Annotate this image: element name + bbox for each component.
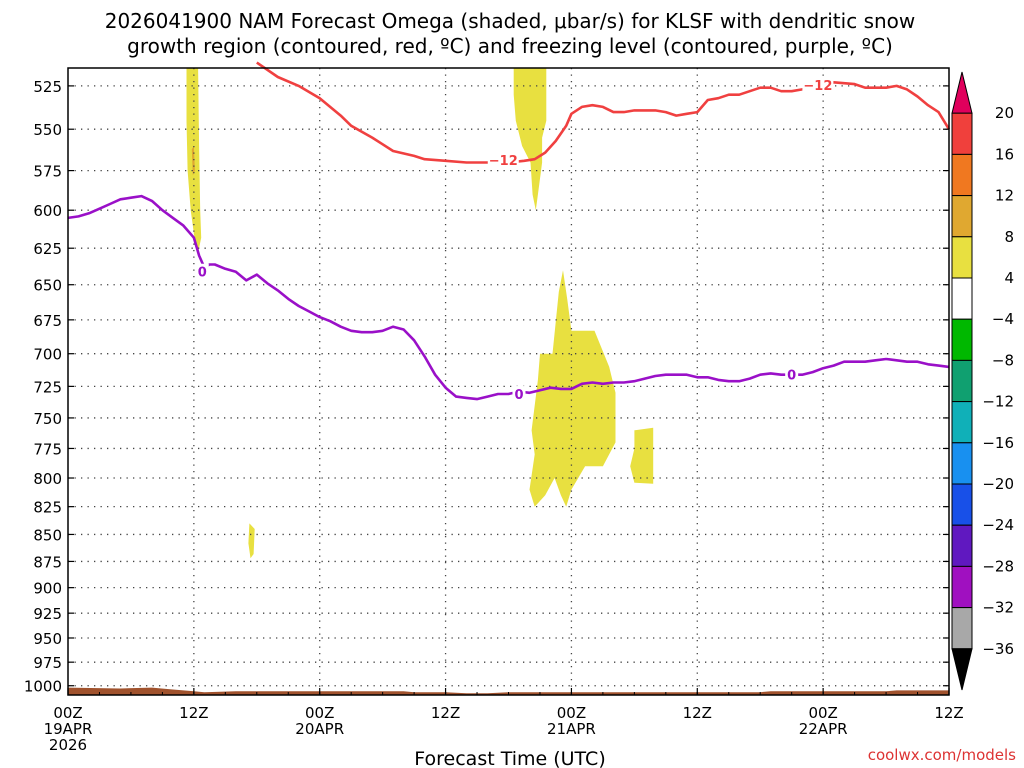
omega-shading <box>186 68 654 559</box>
contour-label: −12 <box>489 154 518 169</box>
contour-label-bg <box>487 152 519 168</box>
y-tick-label: 575 <box>33 163 62 181</box>
x-tick-label: 19APR <box>44 720 93 738</box>
x-tick-label: 00Z <box>305 704 334 722</box>
colorbar-label: −28 <box>982 557 1014 575</box>
x-tick-label: 22APR <box>799 720 848 738</box>
y-tick-label: 775 <box>33 440 62 458</box>
x-tick-label: 00Z <box>53 704 82 722</box>
chart-title-line1: 2026041900 NAM Forecast Omega (shaded, μ… <box>105 9 916 33</box>
x-tick-label: 2026 <box>49 736 87 754</box>
contour-line <box>256 61 951 164</box>
y-tick-label: 700 <box>33 346 62 364</box>
colorbar-label: −4 <box>992 310 1014 328</box>
colorbar-swatch <box>951 71 973 114</box>
x-tick-label: 12Z <box>179 704 208 722</box>
y-tick-label: 625 <box>33 240 62 258</box>
contour-label: 0 <box>198 266 207 281</box>
colorbar-label: 12 <box>995 187 1014 205</box>
colorbar-swatch <box>951 607 973 650</box>
colorbar-label: 8 <box>1004 228 1014 246</box>
y-tick-label: 825 <box>33 499 62 517</box>
colorbar: 20 16 12 8 4 −4 −8 −12 −16 −20 −24 −28 −32 −36 <box>951 71 1014 691</box>
colorbar-swatch <box>951 565 973 609</box>
contour-label-bg <box>512 386 526 402</box>
y-tick-label: 900 <box>33 580 62 598</box>
omega-region <box>630 427 654 484</box>
y-tick-label: 675 <box>33 312 62 330</box>
y-tick-label: 800 <box>33 470 62 488</box>
colorbar-swatch <box>951 648 973 691</box>
chart-title-line2: growth region (contoured, red, ºC) and f… <box>127 34 893 58</box>
colorbar-swatch <box>951 277 973 320</box>
colorbar-swatch <box>951 524 973 567</box>
colorbar-label: −36 <box>982 640 1014 658</box>
colorbar-swatch <box>951 195 973 238</box>
colorbar-label: −12 <box>982 393 1014 411</box>
x-axis-label: Forecast Time (UTC) <box>414 748 605 768</box>
colorbar-swatch <box>951 483 973 526</box>
contour-label-bg <box>195 263 209 279</box>
colorbar-label: 4 <box>1004 269 1014 287</box>
grid-lines <box>68 68 949 695</box>
y-tick-label: 850 <box>33 526 62 544</box>
x-tick-label: 00Z <box>557 704 586 722</box>
y-tick-label: 875 <box>33 553 62 571</box>
y-tick-label: 650 <box>33 277 62 295</box>
colorbar-swatch <box>951 359 973 403</box>
y-tick-label: 600 <box>33 202 62 220</box>
x-tick-label: 12Z <box>934 704 963 722</box>
x-tick-label: 12Z <box>683 704 712 722</box>
y-tick-label: 1000 <box>24 678 62 696</box>
contour-label: 0 <box>787 369 796 384</box>
x-tick-label: 12Z <box>431 704 460 722</box>
contour-label: 0 <box>514 388 523 403</box>
colorbar-swatch <box>951 112 973 155</box>
y-tick-label: 525 <box>33 78 62 96</box>
colorbar-label: −24 <box>982 516 1014 534</box>
y-tick-label: 975 <box>33 654 62 672</box>
colorbar-swatch <box>951 153 973 197</box>
x-tick-label: 20APR <box>295 720 344 738</box>
colorbar-swatch <box>951 318 973 361</box>
y-axis: 525 550 575 600 625 650 675 700 725 750 775 800 825 8… <box>24 78 949 696</box>
colorbar-swatch <box>951 236 973 279</box>
y-tick-label: 725 <box>33 378 62 396</box>
colorbar-label: −32 <box>982 599 1014 617</box>
x-tick-label: 21APR <box>547 720 596 738</box>
colorbar-swatch <box>951 401 973 444</box>
y-tick-label: 925 <box>33 605 62 623</box>
y-tick-label: 550 <box>33 121 62 139</box>
contour-label-bg <box>802 77 834 93</box>
omega-region <box>248 523 255 559</box>
colorbar-swatch <box>951 442 973 485</box>
y-tick-label: 750 <box>33 410 62 428</box>
y-tick-label: 950 <box>33 630 62 648</box>
contour-label: −12 <box>803 79 832 94</box>
colorbar-label: −8 <box>992 351 1014 369</box>
contour-label-bg <box>785 366 799 382</box>
contours: −12 −12 0 0 0 <box>67 61 951 403</box>
credit-text: coolwx.com/models <box>868 746 1016 764</box>
colorbar-label: 16 <box>995 145 1014 163</box>
x-tick-label: 00Z <box>808 704 837 722</box>
colorbar-label: 20 <box>995 104 1014 122</box>
omega-region <box>513 68 547 211</box>
colorbar-label: −20 <box>982 475 1014 493</box>
colorbar-label: −16 <box>982 434 1014 452</box>
